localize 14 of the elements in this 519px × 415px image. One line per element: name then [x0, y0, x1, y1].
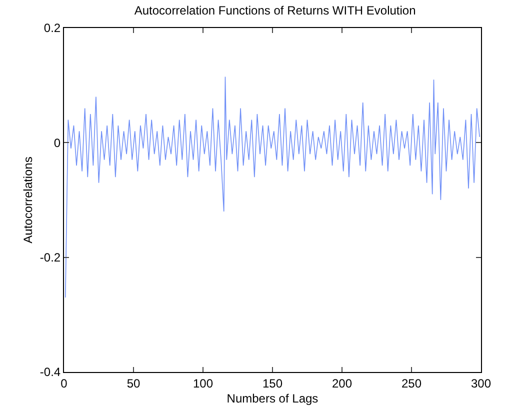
- line-series: [64, 76, 480, 298]
- x-axis-title: Numbers of Lags: [226, 391, 318, 406]
- x-tick-label: 300: [470, 376, 492, 390]
- y-tick-label: -0.2: [40, 250, 61, 265]
- x-tick-label: 50: [126, 376, 140, 390]
- y-tick-label: 0: [54, 136, 61, 150]
- y-tick-label: 0.2: [44, 21, 61, 36]
- y-axis-title: Autocorrelations: [21, 156, 36, 244]
- x-tick-label: 250: [401, 376, 422, 390]
- chart-title: Autocorrelation Functions of Returns WITH Evolution: [134, 4, 416, 18]
- x-tick-label: 100: [192, 376, 214, 390]
- x-tick-label: 150: [262, 376, 283, 390]
- x-tick-label: 200: [332, 376, 352, 390]
- y-tick-label: -0.4: [40, 365, 61, 380]
